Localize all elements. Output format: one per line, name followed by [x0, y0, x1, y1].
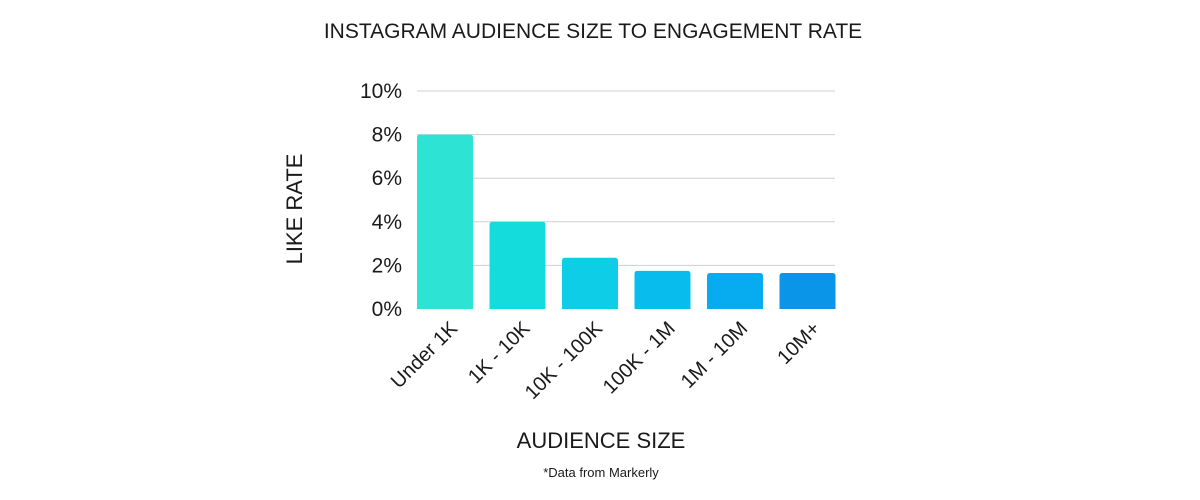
y-tick-label: 8%: [372, 124, 402, 147]
bar: [779, 273, 836, 309]
y-tick-label: 10%: [360, 80, 402, 103]
y-tick-label: 6%: [372, 167, 402, 190]
y-axis-ticks: 0% 2% 4% 6% 8% 10%: [360, 80, 402, 321]
bars: [417, 134, 836, 309]
x-axis-label: AUDIENCE SIZE: [517, 428, 686, 453]
x-tick-label: 10K - 100K: [521, 317, 608, 404]
x-tick-label: Under 1K: [387, 317, 463, 393]
bar: [417, 134, 473, 309]
bar: [489, 221, 546, 309]
x-tick-label: 1K - 10K: [464, 317, 535, 388]
x-tick-label: 10M+: [773, 318, 824, 369]
y-axis-label: LIKE RATE: [282, 154, 307, 265]
y-tick-label: 4%: [372, 211, 402, 234]
bar: [562, 257, 618, 309]
bar: [707, 273, 763, 309]
footnote: *Data from Markerly: [543, 465, 659, 480]
chart-title: INSTAGRAM AUDIENCE SIZE TO ENGAGEMENT RA…: [324, 20, 862, 43]
y-tick-label: 0%: [372, 298, 402, 321]
x-tick-label: 1M - 10M: [677, 318, 752, 393]
bar: [634, 270, 691, 309]
y-tick-label: 2%: [372, 254, 402, 277]
x-tick-label: 100K - 1M: [599, 318, 680, 399]
gridlines: [417, 90, 835, 266]
